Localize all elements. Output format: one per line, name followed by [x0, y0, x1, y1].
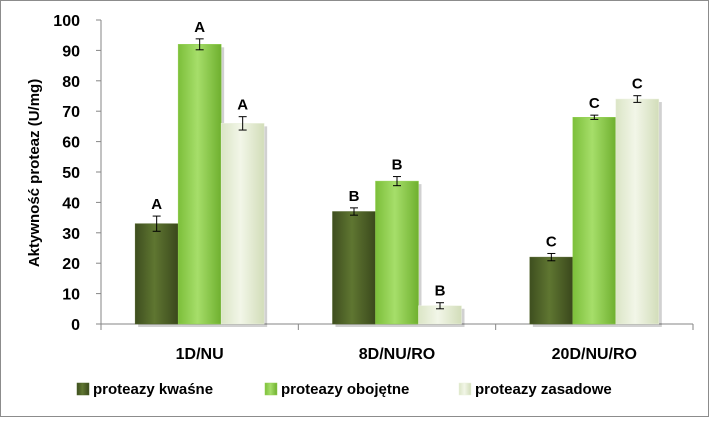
data-label: C [589, 95, 600, 112]
y-tick-label: 70 [62, 104, 80, 121]
legend: proteazy kwaśne proteazy obojętne proteazy… [76, 381, 612, 398]
data-label: A [237, 97, 248, 114]
y-tick-label: 80 [62, 74, 80, 91]
data-label: B [435, 283, 446, 300]
y-tick-label: 10 [62, 287, 80, 304]
y-tick-label: 100 [53, 13, 80, 30]
category-labels: 1D/NU 8D/NU/RO 20D/NU/RO [176, 346, 637, 363]
y-tick-label: 0 [71, 317, 80, 334]
bar [375, 180, 419, 325]
data-label: C [546, 233, 557, 250]
legend-label: proteazy obojętne [281, 381, 409, 398]
legend-label: proteazy kwaśne [93, 381, 213, 398]
bar [615, 98, 660, 325]
data-label: A [151, 196, 162, 213]
error-bars [152, 38, 642, 310]
data-label: B [392, 157, 403, 174]
bar [177, 44, 222, 325]
y-tick-label: 60 [62, 135, 80, 152]
y-axis-label: Aktywność proteaz (U/mg) [26, 79, 43, 267]
y-tick-label: 30 [62, 226, 80, 243]
data-label: C [632, 76, 643, 93]
data-labels: A B C A B C A B C [151, 19, 643, 300]
category-label: 1D/NU [176, 346, 224, 363]
category-label: 20D/NU/RO [552, 346, 637, 363]
y-tick-label: 40 [62, 195, 80, 212]
bar [529, 256, 574, 325]
data-label: A [194, 19, 205, 36]
legend-swatch [264, 382, 278, 396]
category-label: 8D/NU/RO [359, 346, 435, 363]
bar [572, 117, 617, 325]
bar [332, 211, 376, 325]
legend-swatch [458, 382, 472, 396]
y-tick-label: 50 [62, 165, 80, 182]
bar [220, 123, 265, 325]
data-label: B [349, 188, 360, 205]
legend-swatch [76, 382, 90, 396]
bar [134, 223, 179, 325]
y-tick-labels: 0 10 20 30 40 50 60 70 80 90 100 [53, 13, 80, 334]
y-tick-label: 90 [62, 43, 80, 60]
legend-label: proteazy zasadowe [475, 381, 612, 398]
y-tick-label: 20 [62, 256, 80, 273]
bars [134, 44, 662, 327]
